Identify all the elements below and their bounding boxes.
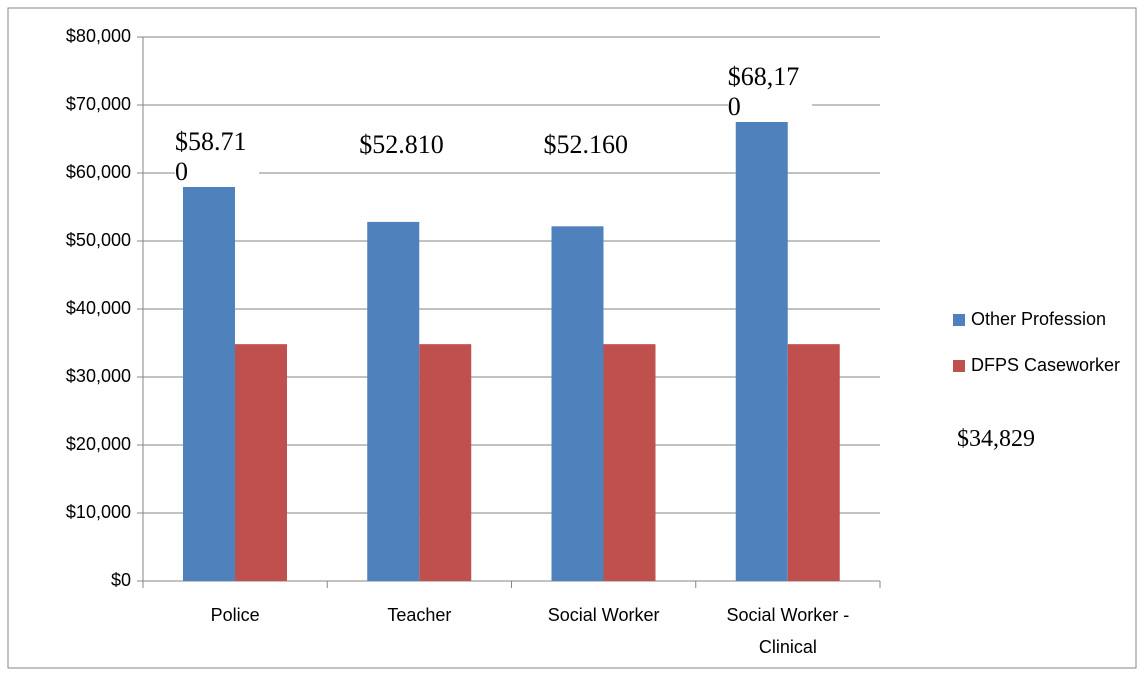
bar <box>367 221 420 581</box>
value-label: $34,829 <box>957 426 1035 452</box>
y-tick-label: $60,000 <box>66 162 131 182</box>
legend-label: Other Profession <box>971 309 1106 329</box>
x-tick-label: Social Worker <box>547 605 660 625</box>
y-tick-label: $20,000 <box>66 434 131 454</box>
legend-swatch <box>953 360 965 372</box>
value-label: $52.160 <box>543 130 674 160</box>
legend-swatch <box>953 314 965 326</box>
y-tick-label: $80,000 <box>66 26 131 46</box>
bar <box>235 344 287 581</box>
bar <box>787 344 840 581</box>
x-tick-label: Police <box>210 605 260 625</box>
y-tick-label: $30,000 <box>66 366 131 386</box>
bar <box>603 344 656 581</box>
x-tick-label: Teacher <box>387 605 452 625</box>
bar <box>419 344 472 581</box>
value-label: $58.710 <box>175 126 259 187</box>
y-tick-label: $10,000 <box>66 502 131 522</box>
legend-label: DFPS Caseworker <box>971 355 1120 375</box>
bar <box>183 181 235 581</box>
value-label: $68,170 <box>727 62 812 123</box>
bar <box>551 226 604 581</box>
y-tick-label: $70,000 <box>66 94 131 114</box>
y-tick-label: $40,000 <box>66 298 131 318</box>
y-tick-label: $50,000 <box>66 230 131 250</box>
chart-border <box>7 7 1137 669</box>
bar <box>735 117 788 581</box>
x-tick-label: Social Worker - Clinical <box>726 605 850 657</box>
value-label: $52.810 <box>359 130 490 160</box>
y-tick-label: $0 <box>111 570 131 590</box>
